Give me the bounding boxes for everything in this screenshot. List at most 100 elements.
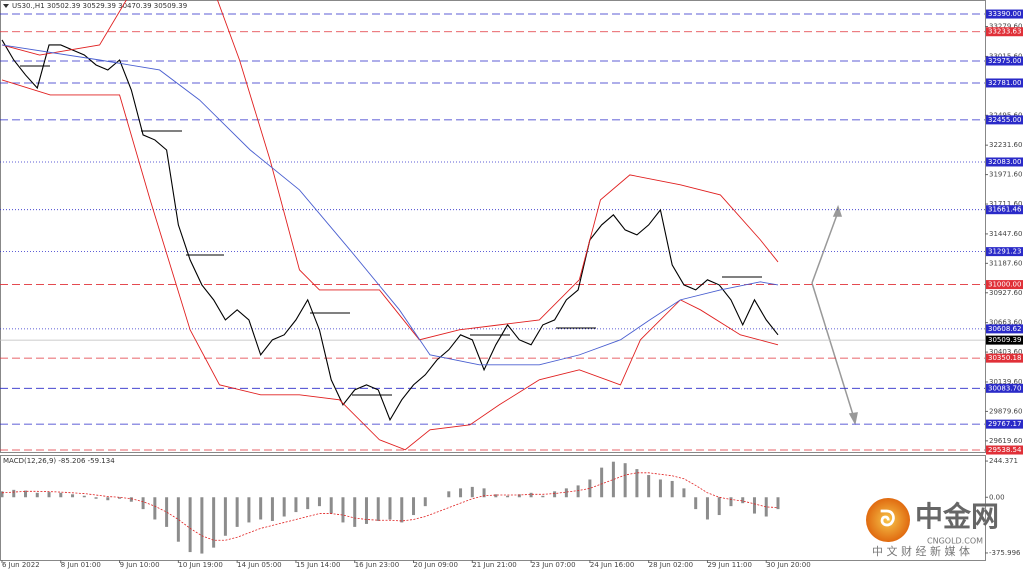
macd-bar xyxy=(412,497,416,516)
macd-bar xyxy=(12,489,16,498)
macd-bar xyxy=(576,485,580,498)
forecast-arrows xyxy=(811,204,858,426)
y-tick-label: 0.00 xyxy=(989,493,1005,501)
macd-bar xyxy=(118,497,122,499)
y-tick-label: 244.371 xyxy=(989,457,1018,465)
level-box xyxy=(986,9,1023,19)
macd-bar xyxy=(670,480,674,498)
main-frame xyxy=(0,0,986,453)
level-box xyxy=(986,247,1023,257)
macd-bar xyxy=(82,495,86,498)
arrow-head xyxy=(848,412,858,426)
macd-bar xyxy=(388,497,392,520)
macd-plot xyxy=(0,461,780,554)
macd-bar xyxy=(153,497,157,520)
level-label: 30350.18 xyxy=(988,354,1021,362)
macd-bar xyxy=(188,497,192,553)
y-tick-label: 32495.60 xyxy=(989,111,1022,119)
pivot-segments xyxy=(20,65,762,396)
macd-bar xyxy=(623,463,627,498)
y-tick-label: 30927.60 xyxy=(989,289,1022,297)
x-tick-label: 15 Jun 14:00 xyxy=(296,561,340,569)
macd-bar xyxy=(329,497,333,514)
series-line xyxy=(1,44,779,366)
macd-bar xyxy=(459,488,463,498)
arrow-head xyxy=(832,204,843,217)
y-tick-label: 33015.60 xyxy=(989,52,1022,60)
y-tick-label: 30403.60 xyxy=(989,348,1022,356)
macd-bar xyxy=(129,497,133,502)
macd-bar xyxy=(470,486,474,498)
logo-mark: ᘐ xyxy=(880,507,896,532)
x-tick-label: 29 Jun 11:00 xyxy=(707,561,751,569)
level-box xyxy=(986,445,1023,455)
macd-bar xyxy=(259,497,263,520)
macd-bar xyxy=(611,461,615,498)
level-label: 32083.00 xyxy=(988,158,1021,166)
level-label: 32781.00 xyxy=(988,79,1021,87)
macd-bar xyxy=(247,497,251,523)
macd-bar xyxy=(400,497,404,523)
menu-icon xyxy=(3,4,9,8)
macd-bar xyxy=(306,497,310,510)
level-label: 29767.17 xyxy=(988,420,1021,428)
x-tick-label: 16 Jun 23:00 xyxy=(355,561,399,569)
level-box xyxy=(986,383,1023,393)
macd-bar xyxy=(24,490,28,498)
macd-title: MACD(12,26,9) -85.206 -59.134 xyxy=(3,457,115,465)
x-tick-label: 24 Jun 16:00 xyxy=(590,561,634,569)
y-tick-label: 30663.60 xyxy=(989,319,1022,327)
x-tick-label: 10 Jun 19:00 xyxy=(178,561,222,569)
macd-bar xyxy=(47,492,51,498)
y-tick-label: 29879.60 xyxy=(989,407,1022,415)
macd-bar xyxy=(141,497,145,510)
y-tick-label: 33279.60 xyxy=(989,23,1022,31)
macd-bar xyxy=(705,497,709,520)
macd-bar xyxy=(564,488,568,498)
level-box xyxy=(986,335,1023,345)
macd-bar xyxy=(647,475,651,498)
level-label: 30608.62 xyxy=(988,325,1021,333)
macd-bar xyxy=(635,469,639,498)
macd-bar xyxy=(482,488,486,498)
x-tick-label: 14 Jun 05:00 xyxy=(237,561,281,569)
macd-bar xyxy=(176,497,180,542)
y-tick-label: -375.996 xyxy=(989,549,1021,557)
macd-bar xyxy=(694,497,698,510)
macd-bar xyxy=(364,497,368,524)
macd-bar xyxy=(423,497,427,507)
x-tick-label: 8 Jun 01:00 xyxy=(61,561,101,569)
macd-bar xyxy=(447,491,451,498)
macd-bar xyxy=(553,491,557,498)
watermark-brand: 中金网 xyxy=(915,500,999,533)
level-label: 30083.70 xyxy=(988,384,1021,392)
macd-bar xyxy=(223,497,227,536)
main-plot xyxy=(0,0,985,451)
macd-bar xyxy=(235,497,239,527)
level-box xyxy=(986,56,1023,66)
macd-bar xyxy=(376,497,380,521)
level-box xyxy=(986,157,1023,167)
macd-bar xyxy=(764,497,768,517)
macd-bar xyxy=(294,497,298,513)
x-tick-label: 20 Jun 09:00 xyxy=(414,561,458,569)
level-label: 33233.63 xyxy=(988,28,1021,36)
macd-bar xyxy=(600,467,604,498)
level-label: 30509.39 xyxy=(988,336,1021,344)
y-tick-label: 31447.60 xyxy=(989,230,1022,238)
arrow-down xyxy=(811,282,855,419)
macd-bar xyxy=(741,497,745,504)
macd-bar xyxy=(317,497,321,507)
level-label: 32455.00 xyxy=(988,116,1021,124)
macd-bar xyxy=(35,492,39,498)
macd-bar xyxy=(94,497,98,499)
macd-bar xyxy=(59,492,63,498)
macd-bar xyxy=(270,497,274,521)
level-label: 31291.23 xyxy=(988,248,1021,256)
level-box xyxy=(986,205,1023,215)
x-tick-label: 30 Jun 20:00 xyxy=(766,561,810,569)
series-line xyxy=(1,0,779,341)
level-box xyxy=(986,115,1023,125)
level-label: 29538.54 xyxy=(988,446,1022,454)
